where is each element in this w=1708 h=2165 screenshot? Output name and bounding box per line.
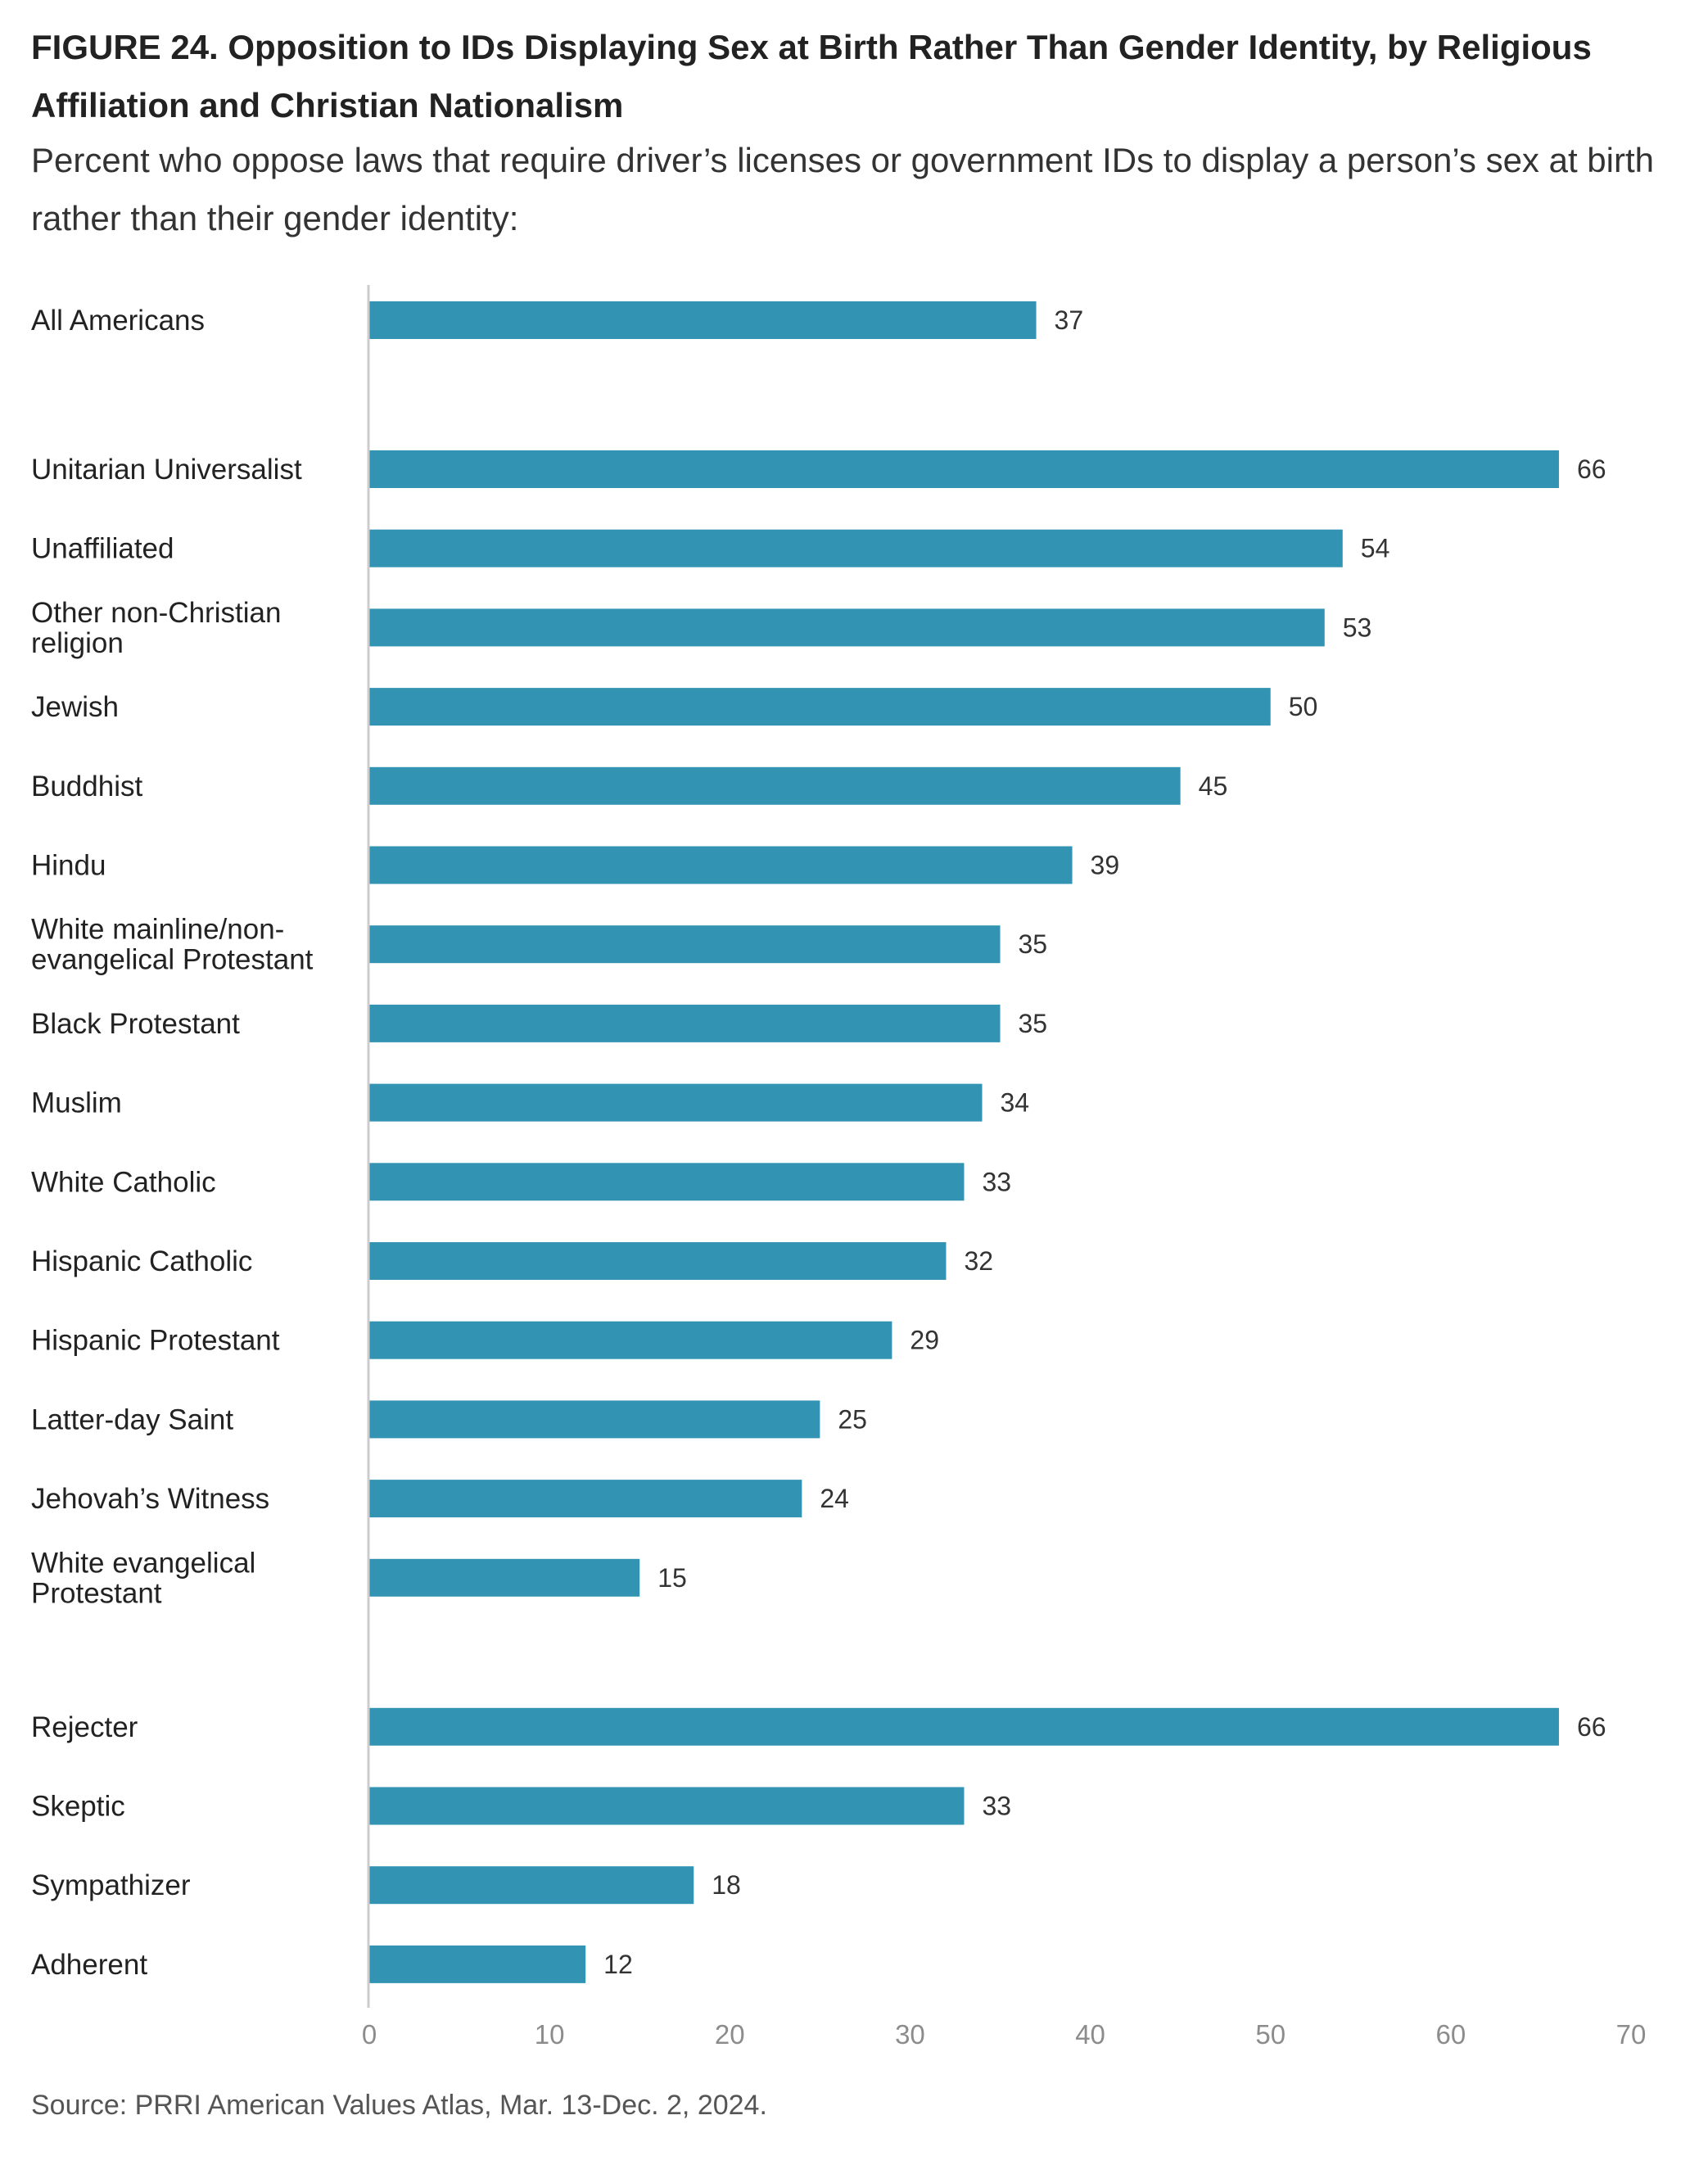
bar [369,1242,947,1280]
bar-value-label: 33 [982,1792,1011,1821]
bar [369,608,1325,647]
category-label: All Americans [31,305,205,337]
source-note: Source: PRRI American Values Atlas, Mar.… [31,2090,767,2121]
category-label: Jehovah’s Witness [31,1483,269,1515]
category-label-line: White mainline/non- [31,914,284,946]
bar-value-label: 54 [1361,534,1390,563]
bar-value-label: 53 [1343,612,1372,642]
bar [369,1163,965,1201]
bar-value-label: 66 [1577,454,1606,484]
x-axis-ticks: 0 10 20 30 40 50 60 70 [362,2019,1647,2050]
bar-value-label: 66 [1577,1712,1606,1742]
category-label: Sympathizer [31,1869,191,1901]
category-label: White evangelical Protestant [31,1547,255,1609]
x-tick-label: 30 [895,2019,925,2050]
category-label: Black Protestant [31,1008,240,1040]
x-tick-label: 10 [535,2019,565,2050]
bar [369,1707,1559,1746]
x-tick-label: 60 [1435,2019,1466,2050]
bar-value-label: 15 [657,1563,687,1593]
x-tick-label: 0 [362,2019,377,2050]
bar [369,688,1271,726]
category-label-line: Protestant [31,1577,162,1609]
bar-value-label: 18 [712,1870,741,1900]
bar [369,301,1037,339]
bar-value-label: 32 [964,1246,993,1276]
bar [369,1004,1001,1042]
bar-value-label: 39 [1091,851,1120,880]
bar [369,1866,694,1905]
bar-value-label: 35 [1019,929,1048,959]
category-label: Skeptic [31,1791,125,1823]
value-labels: 37 66 54 53 50 45 39 35 35 34 33 32 29 25 24 15 66 33 18 12 [603,305,1606,1979]
bar [369,529,1343,567]
bar-chart: All Americans Unitarian Universalist Unaff… [31,285,1647,2050]
bar [369,1945,586,1983]
bar [369,1787,965,1825]
category-label: Muslim [31,1087,122,1119]
category-label: White Catholic [31,1166,216,1198]
category-label-line: White evangelical [31,1547,255,1579]
category-label: Other non-Christian religion [31,597,281,659]
bar-value-label: 50 [1289,692,1318,721]
bar-value-label: 33 [982,1167,1011,1196]
bars-layer [369,301,1559,1983]
category-label: Buddhist [31,771,142,802]
chart-subtitle: Percent who oppose laws that require dri… [31,141,1654,237]
bar-value-label: 35 [1019,1009,1048,1038]
category-label: Unaffiliated [31,533,174,565]
bar [369,1321,892,1359]
bar [369,450,1559,488]
bar [369,766,1181,805]
category-label: Hindu [31,850,106,882]
bar [369,846,1073,884]
bar-value-label: 29 [910,1326,939,1355]
bar-value-label: 24 [820,1484,849,1513]
bar [369,1400,820,1439]
bar-value-label: 45 [1199,771,1228,801]
chart-title: FIGURE 24. Opposition to IDs Displaying … [31,28,1592,124]
x-tick-label: 70 [1616,2019,1647,2050]
category-label: Latter-day Saint [31,1403,233,1435]
bar-value-label: 25 [838,1404,867,1434]
category-label: White mainline/non-evangelical Protestan… [31,914,314,976]
bar [369,1558,640,1597]
bar [369,1480,802,1518]
bar [369,1083,983,1122]
bar-value-label: 34 [1000,1088,1029,1118]
category-label: Hispanic Protestant [31,1325,280,1357]
bar-value-label: 37 [1055,305,1084,335]
bar-value-label: 12 [603,1950,633,1979]
category-label: Unitarian Universalist [31,454,302,486]
x-tick-label: 50 [1255,2019,1286,2050]
x-tick-label: 20 [715,2019,745,2050]
category-label-line: religion [31,627,124,659]
category-label: Hispanic Catholic [31,1245,252,1277]
bar [369,925,1001,964]
category-label-line: evangelical Protestant [31,944,314,976]
category-label: Rejecter [31,1711,138,1743]
x-tick-label: 40 [1075,2019,1105,2050]
category-label-line: Other non-Christian [31,597,281,629]
category-label: Adherent [31,1949,147,1981]
category-label: Jewish [31,691,119,723]
category-labels: All Americans Unitarian Universalist Unaff… [31,305,314,1981]
